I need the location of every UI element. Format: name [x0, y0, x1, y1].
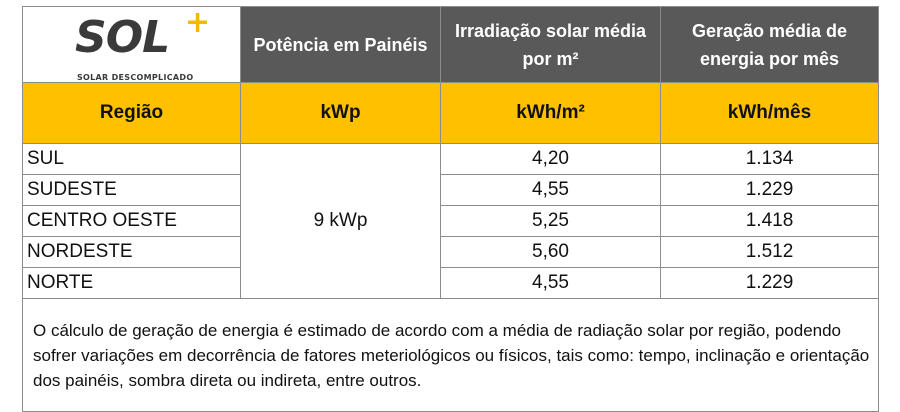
table-row: SUL 9 kWp 4,20 1.134 — [22, 143, 879, 299]
unit-generation: kWh/mês — [660, 82, 879, 144]
solar-generation-table: SOL + SOLAR DESCOMPLICADO Potência em Pa… — [22, 6, 879, 412]
region-cell: CENTRO OESTE — [22, 205, 241, 237]
logo-tagline: SOLAR DESCOMPLICADO — [77, 73, 194, 82]
region-cell: SUDESTE — [22, 174, 241, 206]
header-generation: Geração média de energia por mês — [660, 6, 879, 83]
table-row: SUDESTE 4,55 1.229 — [22, 174, 879, 206]
disclaimer-note: O cálculo de geração de energia é estima… — [22, 298, 879, 412]
region-cell: SUL — [22, 143, 241, 175]
irradiation-cell: 4,20 — [440, 143, 661, 175]
table-row: CENTRO OESTE 5,25 1.418 — [22, 205, 879, 237]
header-irradiation: Irradiação solar média por m² — [440, 6, 661, 83]
unit-row: Região kWp kWh/m² kWh/mês — [22, 82, 879, 144]
generation-cell: 1.512 — [660, 236, 879, 268]
unit-power: kWp — [240, 82, 441, 144]
note-row: O cálculo de geração de energia é estima… — [22, 298, 879, 412]
unit-region: Região — [22, 82, 241, 144]
region-cell: NORTE — [22, 267, 241, 299]
sol-logo: SOL + SOLAR DESCOMPLICADO — [23, 5, 241, 83]
region-cell: NORDESTE — [22, 236, 241, 268]
generation-cell: 1.134 — [660, 143, 879, 175]
irradiation-cell: 4,55 — [440, 267, 661, 299]
generation-cell: 1.229 — [660, 267, 879, 299]
generation-cell: 1.418 — [660, 205, 879, 237]
generation-cell: 1.229 — [660, 174, 879, 206]
irradiation-cell: 5,60 — [440, 236, 661, 268]
power-cell: 9 kWp — [240, 143, 441, 299]
logo-plus-icon: + — [185, 5, 211, 40]
logo-cell: SOL + SOLAR DESCOMPLICADO — [22, 5, 241, 83]
logo-wordmark: SOL — [75, 12, 170, 63]
header-row: SOL + SOLAR DESCOMPLICADO Potência em Pa… — [22, 5, 879, 83]
irradiation-cell: 5,25 — [440, 205, 661, 237]
header-power: Potência em Painéis — [240, 6, 441, 83]
solar-generation-table-container: SOL + SOLAR DESCOMPLICADO Potência em Pa… — [22, 6, 879, 412]
irradiation-cell: 4,55 — [440, 174, 661, 206]
unit-irradiation: kWh/m² — [440, 82, 661, 144]
table-row: NORTE 4,55 1.229 — [22, 267, 879, 299]
table-row: NORDESTE 5,60 1.512 — [22, 236, 879, 268]
